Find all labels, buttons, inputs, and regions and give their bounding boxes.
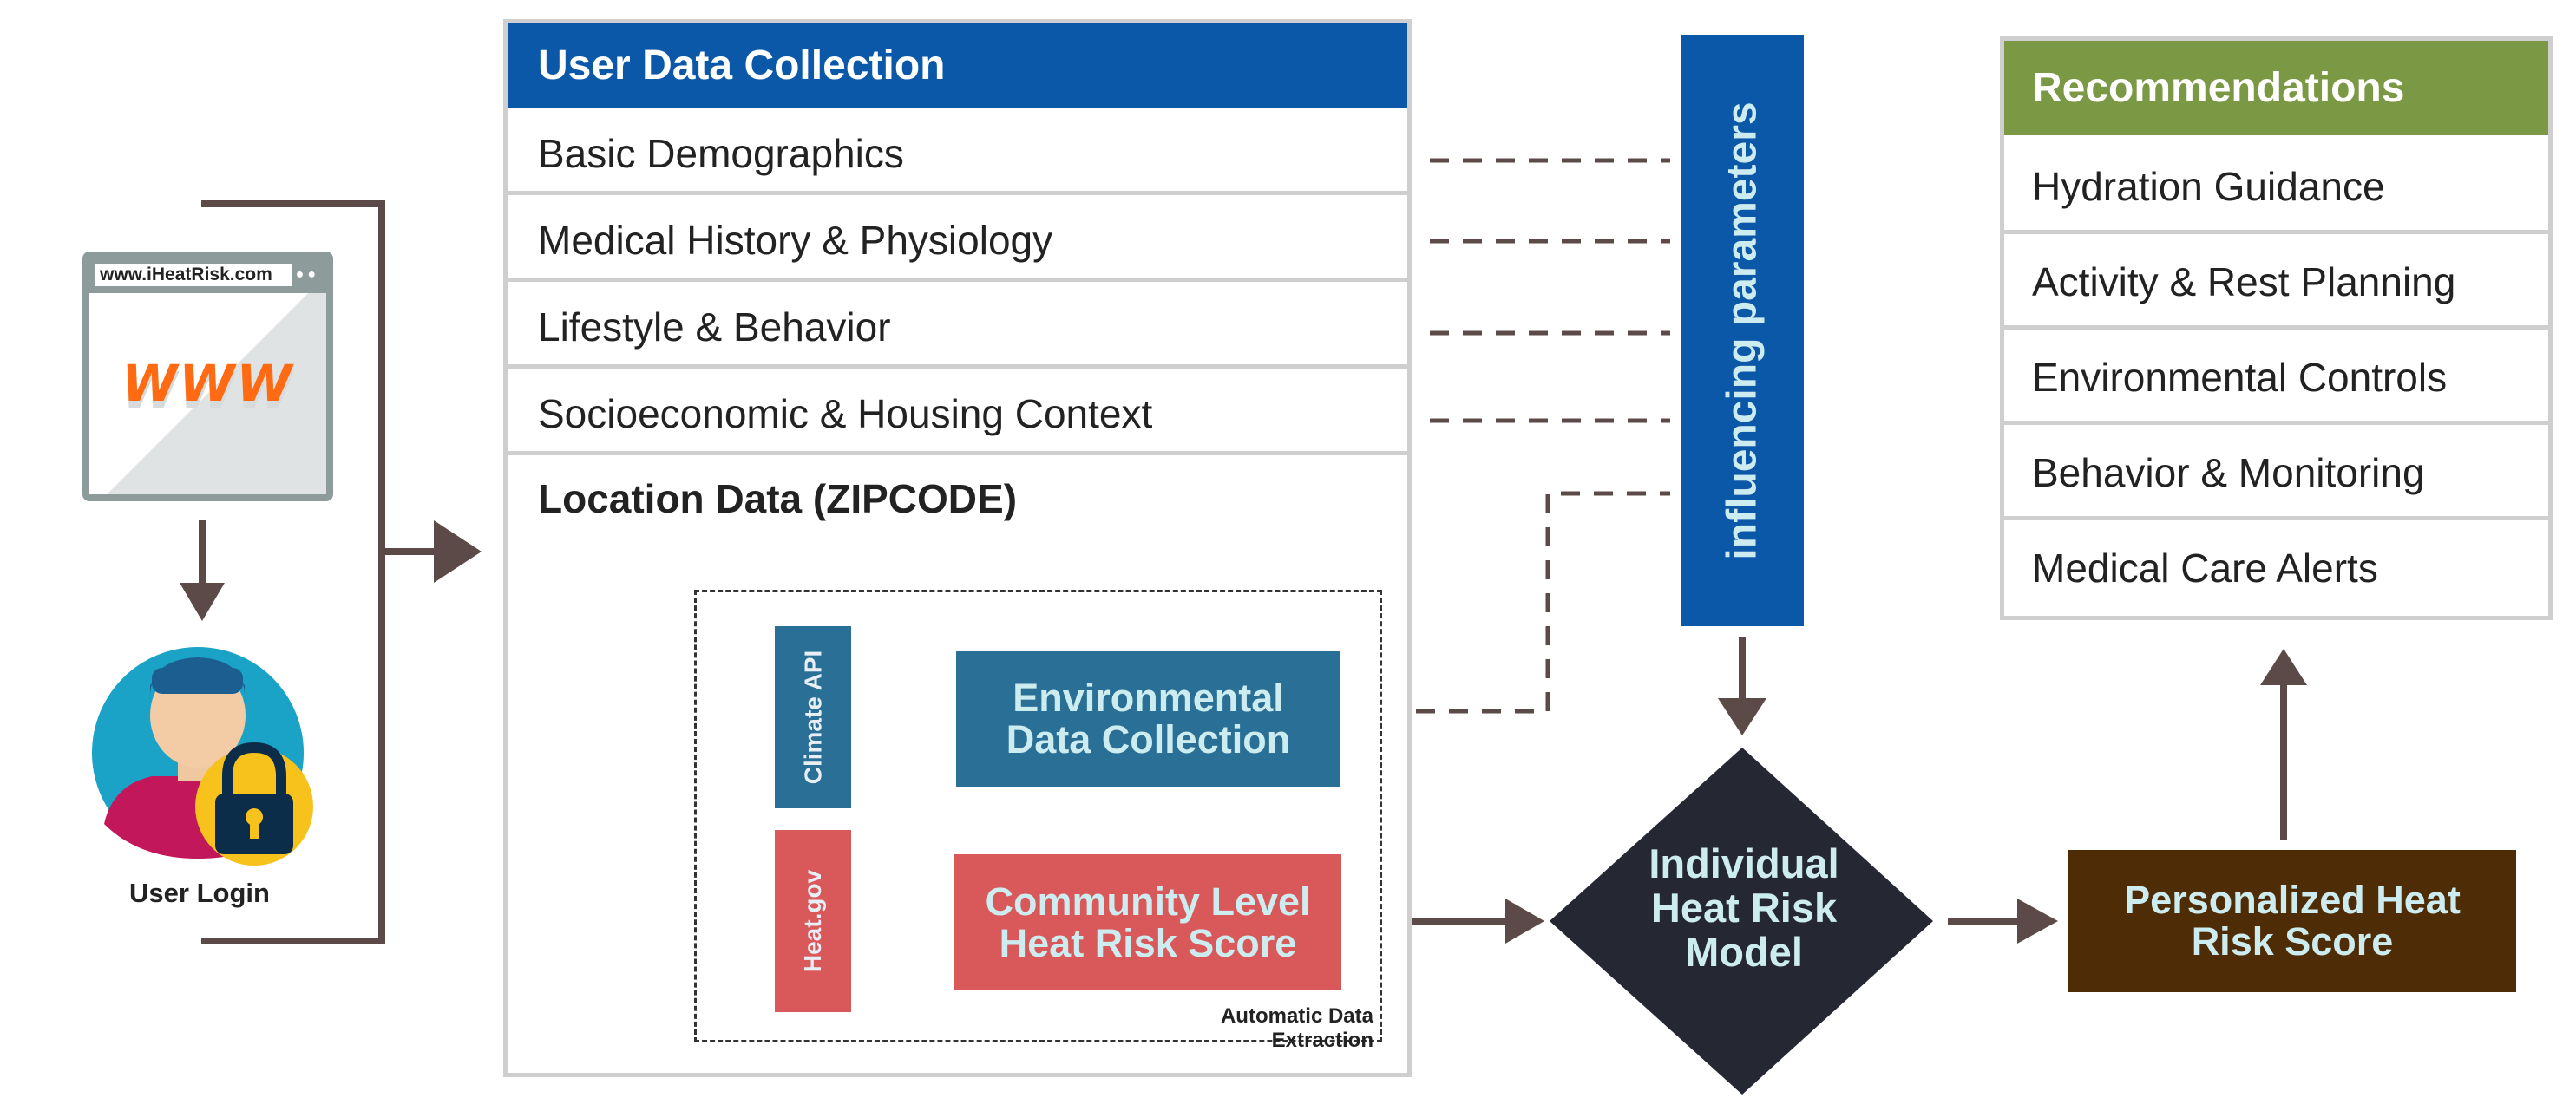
rec-row-activity: Activity & Rest Planning [2004,235,2548,330]
community-to-model-arrowhead [1505,899,1544,944]
score-to-recommendations-arrowhead [2260,649,2307,685]
rec-row-hydration: Hydration Guidance [2004,140,2548,234]
browser-content [89,293,326,494]
browser-to-login-arrowhead [180,583,225,621]
rec-row-environmental: Environmental Controls [2004,330,2548,425]
browser-url: www.iHeatRisk.com [95,264,292,286]
heat-gov-label: Heat.gov [799,869,826,973]
heat-risk-model-label: Individual Heat Risk Model [1596,841,1891,974]
lock-icon [195,742,313,866]
udc-row-demographics: Basic Demographics [508,112,1407,195]
climate-api-label: Climate API [799,650,826,785]
heat-gov-box: Heat.gov [775,830,851,1012]
heat-risk-model-text: Individual Heat Risk Model [1649,840,1839,975]
udc-row-lifestyle: Lifestyle & Behavior [508,285,1407,369]
recommendations-title: Recommendations [2004,41,2548,135]
model-to-score-arrowhead [2017,899,2058,944]
influencing-parameters-label: influencing parameters [1719,101,1766,560]
login-bracket [201,200,442,944]
user-data-collection-title: User Data Collection [508,23,1407,108]
personalized-score-box: Personalized Heat Risk Score [2068,850,2516,992]
udc-row-socioeconomic: Socioeconomic & Housing Context [508,372,1407,455]
udc-row-medical: Medical History & Physiology [508,199,1407,282]
browser-window-icon: www.iHeatRisk.com ●● WWW [82,252,333,501]
browser-dots-icon: ●● [295,267,319,282]
rec-row-behavior: Behavior & Monitoring [2004,426,2548,520]
location-data-label: Location Data (ZIPCODE) [538,476,1018,521]
automatic-extraction-box [694,590,1382,1042]
rec-row-medical: Medical Care Alerts [2032,546,2378,591]
environmental-data-label: Environmental Data Collection [1006,676,1291,761]
community-score-label: Community Level Heat Risk Score [985,879,1311,965]
user-login-label: User Login [129,878,270,908]
influence-to-model-arrowhead [1718,698,1766,735]
personalized-score-label: Personalized Heat Risk Score [2124,878,2461,964]
www-text: WWW [121,354,294,413]
influence-dashed-lines [1350,158,1670,714]
climate-api-box: Climate API [775,626,851,808]
bracket-arrowhead [434,520,482,583]
automatic-extraction-label: Automatic Data Extraction [1220,1004,1373,1052]
environmental-data-box: Environmental Data Collection [956,651,1340,787]
model-diamond [1550,748,1933,1095]
influencing-parameters-box: influencing parameters [1681,35,1804,626]
community-score-box: Community Level Heat Risk Score [954,854,1341,990]
